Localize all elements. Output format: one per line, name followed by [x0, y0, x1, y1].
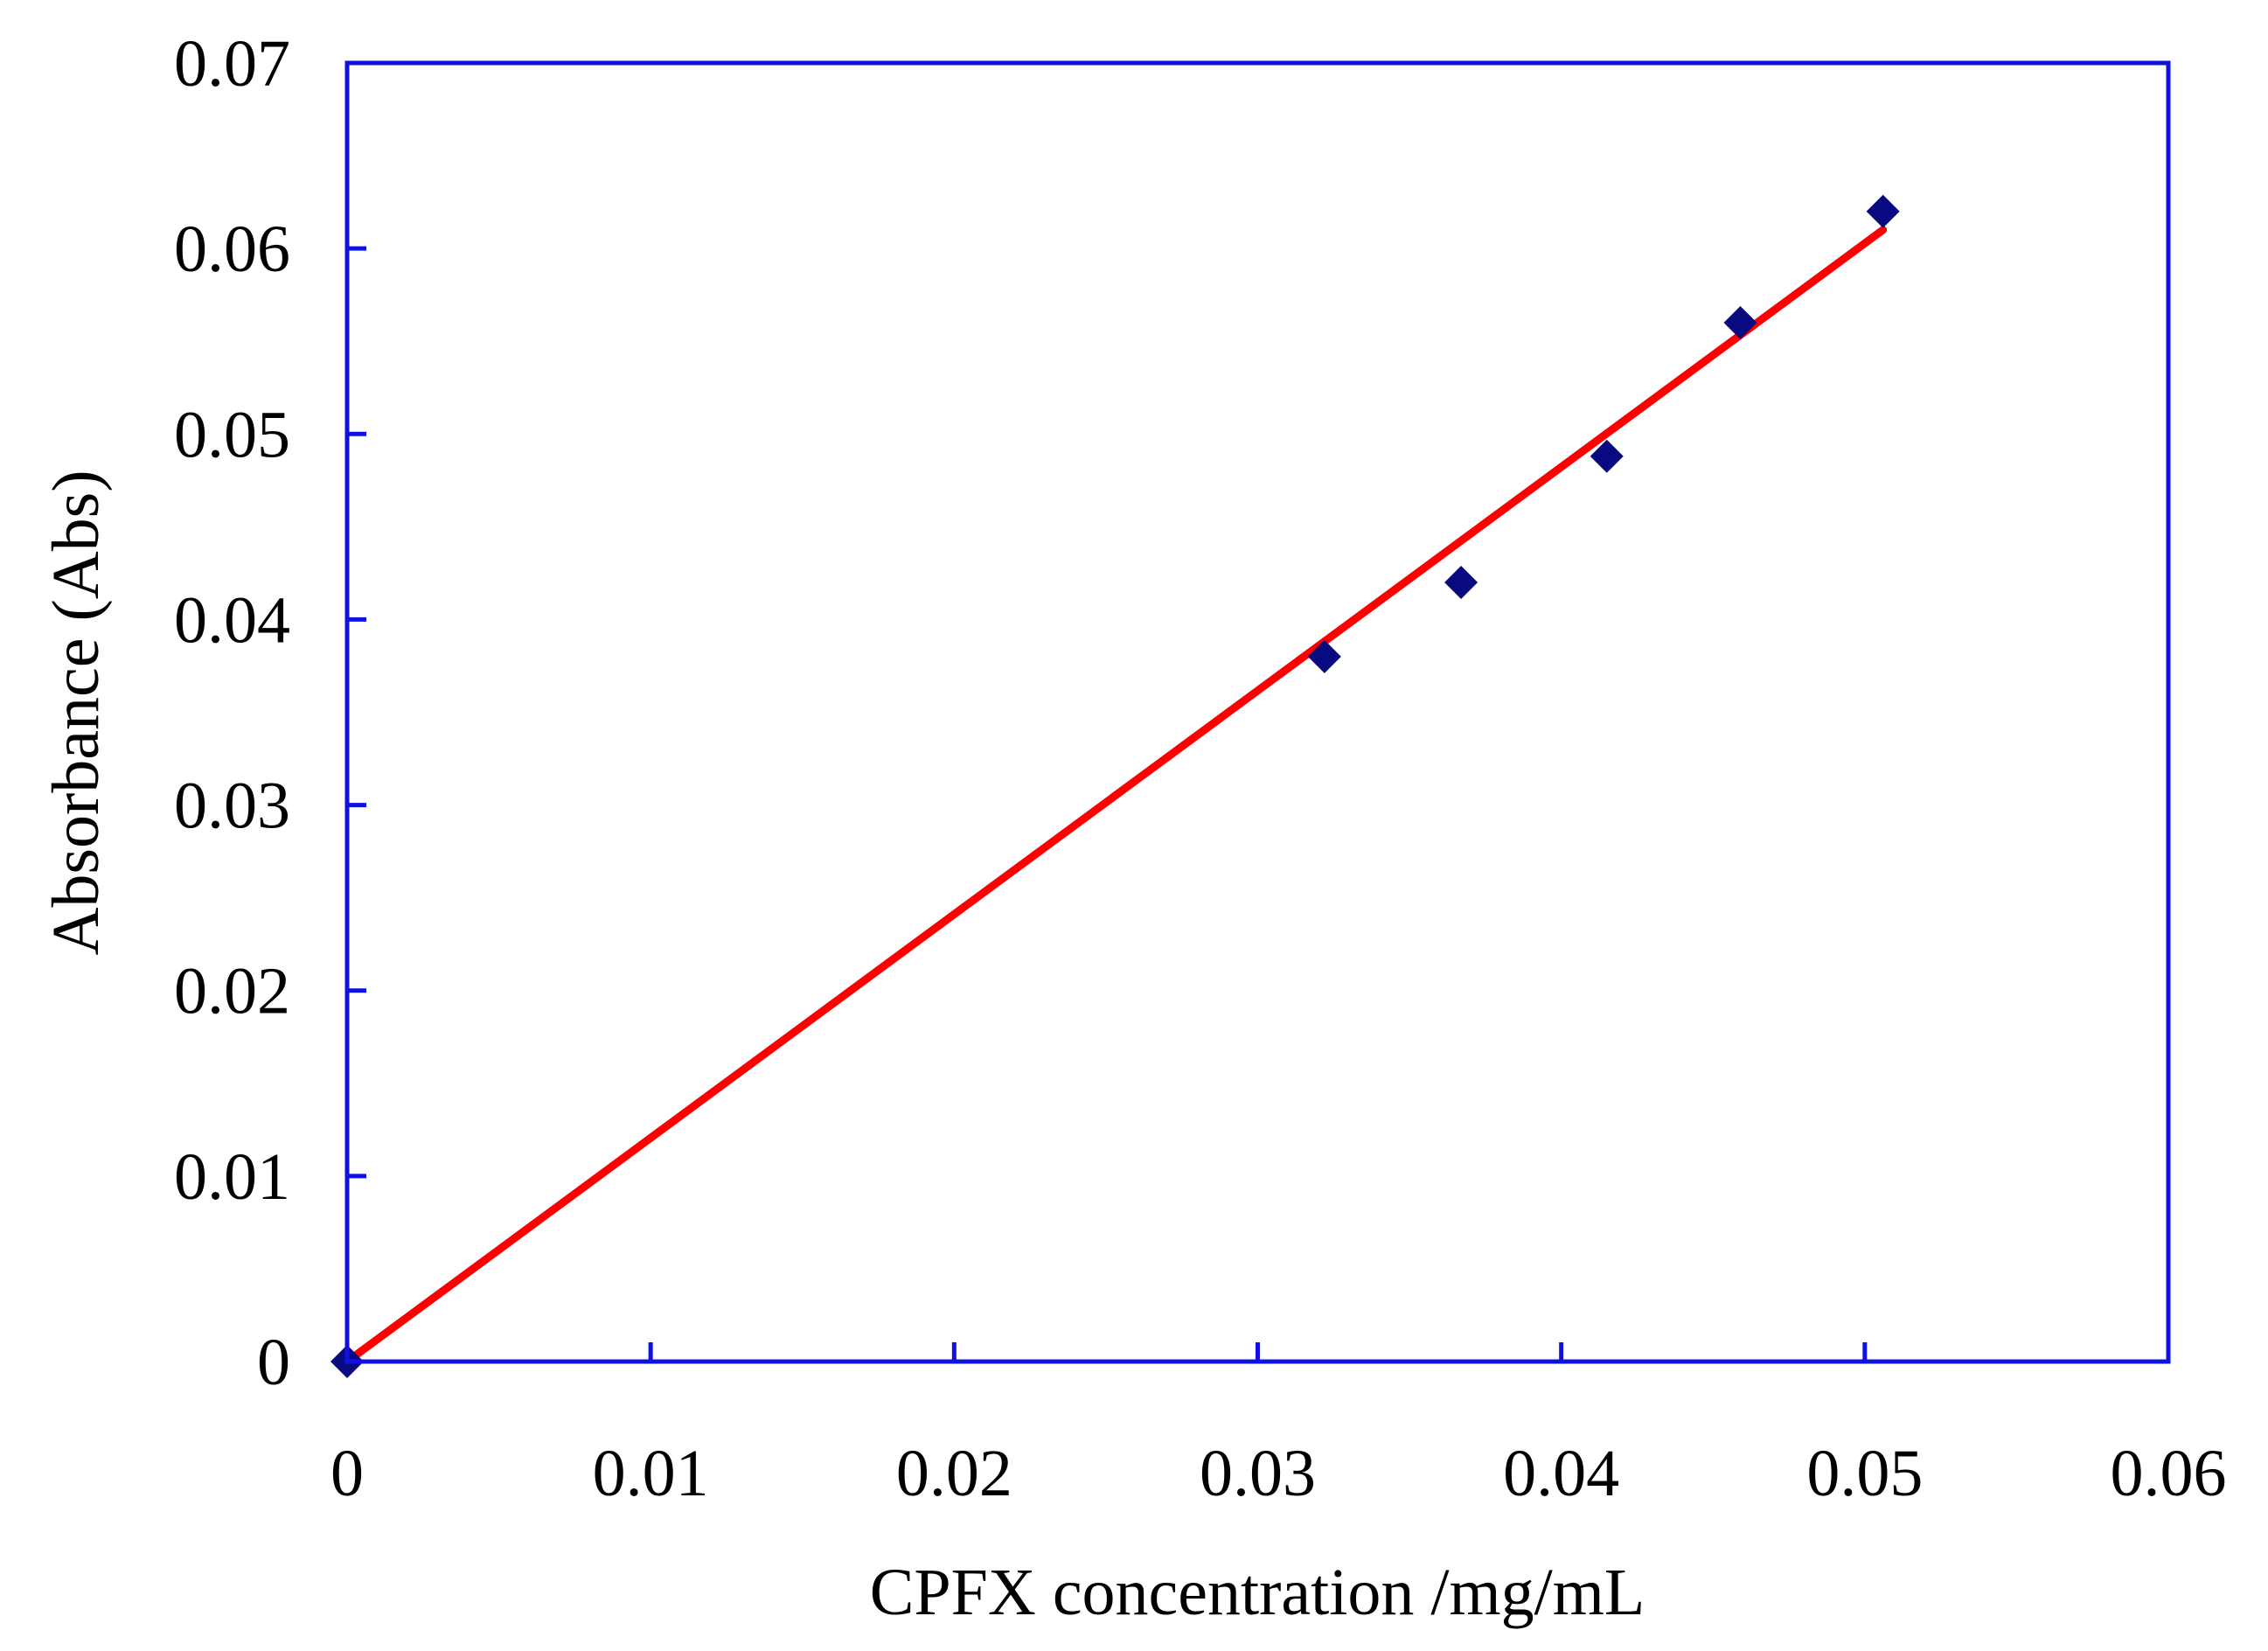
x-tick-label: 0.06 — [2111, 1437, 2227, 1510]
fit-line-layer — [343, 226, 1888, 1366]
y-tick-label: 0.07 — [174, 27, 290, 101]
y-axis: 0 0.01 0.02 0.03 0.04 0.05 0.06 0.07 — [174, 27, 366, 1399]
y-tick-label: 0.05 — [174, 398, 290, 471]
y-tick-label: 0.03 — [174, 770, 290, 843]
data-point-marker — [1307, 639, 1341, 673]
y-tick-label: 0.01 — [174, 1140, 290, 1214]
x-tick-label: 0.04 — [1503, 1437, 1619, 1510]
x-tick-label: 0.03 — [1200, 1437, 1316, 1510]
data-point-marker — [1723, 306, 1757, 339]
data-point-marker — [1866, 194, 1900, 228]
x-axis-title: CPFX concentration /mg/mL — [870, 1556, 1645, 1629]
y-axis-title: Absorbance (Abs) — [39, 470, 113, 955]
y-tick-label: 0.02 — [174, 955, 290, 1028]
data-point-marker — [1444, 566, 1478, 599]
x-tick-label: 0.01 — [593, 1437, 709, 1510]
x-tick-label: 0.05 — [1806, 1437, 1923, 1510]
y-tick-label: 0.06 — [174, 212, 290, 286]
fit-line — [343, 226, 1888, 1366]
y-tick-label: 0.04 — [174, 583, 290, 657]
x-axis: 0 0.01 0.02 0.03 0.04 0.05 0.06 — [330, 1342, 2227, 1510]
x-tick-label: 0.02 — [896, 1437, 1012, 1510]
x-tick-label: 0 — [330, 1437, 364, 1510]
y-tick-label: 0 — [257, 1326, 290, 1399]
data-point-marker — [1590, 439, 1624, 473]
